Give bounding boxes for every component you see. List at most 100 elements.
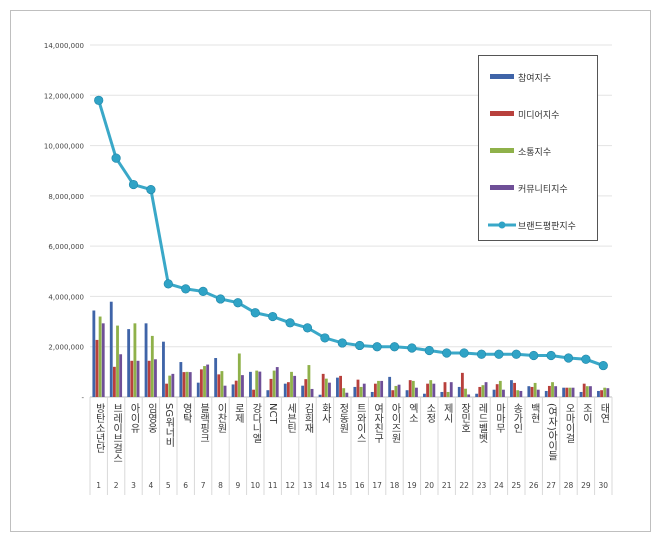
bar-미디어지수 <box>304 379 308 397</box>
bar-소통지수 <box>272 370 276 397</box>
category-label: 트와이스 <box>354 403 366 443</box>
category-label: 여자친구 <box>372 403 384 444</box>
bar-미디어지수 <box>339 375 342 397</box>
category-label: 오마이걸 <box>563 403 575 443</box>
category-label: 마마무 <box>493 403 505 434</box>
line-point <box>389 342 400 352</box>
y-tick-label: 12,000,000 <box>44 92 84 100</box>
bar-소통지수 <box>394 385 398 397</box>
category-label: 엑소 <box>406 403 418 423</box>
bar-소통지수 <box>185 371 189 397</box>
rank-label: 12 <box>285 481 295 490</box>
bar-소통지수 <box>551 382 554 397</box>
bar-미디어지수 <box>565 387 569 397</box>
line-point <box>407 343 417 353</box>
rank-label: 30 <box>599 481 609 490</box>
bar-참여지수 <box>423 393 426 397</box>
rank-label: 23 <box>477 481 487 490</box>
category-label: 장민호 <box>459 403 471 433</box>
bar-커뮤니티지수 <box>223 385 227 397</box>
bar-참여지수 <box>92 310 96 397</box>
bar-미디어지수 <box>600 390 603 397</box>
legend-label: 참여지수 <box>518 72 551 84</box>
rank-label: 8 <box>218 481 223 490</box>
rank-label: 26 <box>529 481 539 490</box>
bar-소통지수 <box>237 353 241 397</box>
bar-미디어지수 <box>147 360 151 397</box>
bar-참여지수 <box>249 371 252 397</box>
bar-소통지수 <box>324 378 328 397</box>
line-point <box>529 350 539 361</box>
bar-소통지수 <box>150 335 154 397</box>
bar-소통지수 <box>133 323 137 397</box>
bar-참여지수 <box>457 386 461 397</box>
rank-label: 17 <box>372 481 382 490</box>
category-label: 백현 <box>528 403 540 423</box>
bar-커뮤니티지수 <box>606 388 610 397</box>
rank-label: 3 <box>131 481 136 490</box>
bar-커뮤니티지수 <box>449 382 453 397</box>
category-label: 레드벨벳 <box>476 403 488 444</box>
line-point <box>128 179 139 190</box>
bar-미디어지수 <box>356 379 360 397</box>
bar-소통지수 <box>516 390 520 397</box>
rank-label: 24 <box>494 481 504 490</box>
line-point <box>372 342 382 352</box>
y-tick-label: 2,000,000 <box>48 344 84 352</box>
bar-커뮤니티지수 <box>380 380 384 397</box>
rank-label: 9 <box>236 481 241 490</box>
bar-커뮤니티지수 <box>519 390 523 397</box>
bar-커뮤니티지수 <box>589 386 592 397</box>
category-label: 로제 <box>232 403 244 424</box>
legend-label: 커뮤니티지수 <box>518 184 568 195</box>
rank-label: 21 <box>442 481 452 490</box>
rank-label: 13 <box>303 481 313 490</box>
line-point <box>320 333 330 343</box>
line-point <box>598 360 608 371</box>
line-point <box>233 298 243 308</box>
bar-미디어지수 <box>252 389 255 397</box>
bar-참여지수 <box>109 301 113 397</box>
bar-소통지수 <box>498 380 502 397</box>
rank-label: 6 <box>183 481 188 490</box>
bar-참여지수 <box>353 386 357 397</box>
bar-참여지수 <box>579 391 583 397</box>
category-label: 화사 <box>319 403 331 424</box>
category-label: (여자)아이들 <box>546 403 558 461</box>
bar-커뮤니티지수 <box>275 367 279 397</box>
bar-커뮤니티지수 <box>467 394 471 397</box>
category-label: 브레이브걸스 <box>111 403 123 463</box>
bar-소통지수 <box>203 366 206 397</box>
rank-label: 19 <box>407 481 417 490</box>
bar-커뮤니티지수 <box>536 389 540 397</box>
category-label: 아이유 <box>128 403 140 434</box>
bar-참여지수 <box>231 384 235 397</box>
y-tick-label: - <box>81 394 84 402</box>
category-label: 아이즈원 <box>389 403 401 443</box>
bar-참여지수 <box>510 380 513 397</box>
bar-소통지수 <box>98 316 102 397</box>
line-point <box>355 340 365 351</box>
bar-커뮤니티지수 <box>154 359 157 397</box>
bar-미디어지수 <box>408 380 412 397</box>
bar-커뮤니티지수 <box>502 389 505 397</box>
bar-참여지수 <box>266 390 270 397</box>
rank-label: 20 <box>425 481 435 490</box>
bar-참여지수 <box>597 390 600 397</box>
rank-label: 4 <box>149 481 154 490</box>
legend-label: 소통지수 <box>518 147 551 158</box>
bar-참여지수 <box>127 329 131 397</box>
rank-label: 1 <box>96 481 101 490</box>
bar-커뮤니티지수 <box>432 383 436 397</box>
rank-label: 5 <box>166 481 171 490</box>
rank-label: 11 <box>268 481 278 490</box>
bar-미디어지수 <box>165 383 168 397</box>
bar-참여지수 <box>144 323 148 397</box>
line-point <box>424 345 434 356</box>
rank-label: 27 <box>546 481 556 490</box>
line-point <box>476 349 487 359</box>
bar-소통지수 <box>168 375 172 397</box>
y-tick-label: 6,000,000 <box>48 243 84 251</box>
bar-참여지수 <box>388 376 392 397</box>
bar-참여지수 <box>475 393 479 397</box>
